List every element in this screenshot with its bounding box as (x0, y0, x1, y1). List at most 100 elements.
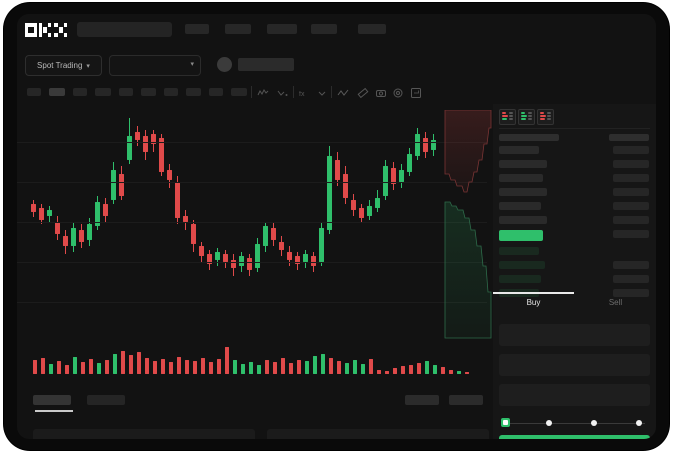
orderbook-ask-row[interactable] (499, 174, 543, 182)
chart-gridline (17, 142, 487, 143)
nav-item-4[interactable] (311, 24, 337, 34)
line-chart-icon[interactable] (337, 86, 349, 98)
slider-handle[interactable] (501, 418, 510, 427)
volume-bar (193, 361, 197, 374)
volume-bar (185, 360, 189, 374)
volume-bar (57, 361, 61, 374)
coin-avatar (217, 57, 232, 72)
volume-bar (377, 370, 381, 374)
timeframe-6[interactable] (141, 88, 156, 96)
timeframe-3[interactable] (73, 88, 87, 96)
amount-percentage-slider[interactable] (501, 418, 648, 428)
volume-bar (393, 368, 397, 374)
nav-item-5[interactable] (358, 24, 386, 34)
volume-bar (289, 363, 293, 374)
nav-item-1[interactable] (185, 24, 209, 34)
nav-item-3[interactable] (267, 24, 297, 34)
market-type-label: Spot Trading (37, 61, 83, 70)
orderbook-view-bids[interactable] (518, 109, 535, 125)
timeframe-9[interactable] (209, 88, 223, 96)
indicator-icon[interactable] (257, 86, 269, 98)
volume-bar (273, 362, 277, 374)
volume-bar (177, 357, 181, 374)
nav-item-2[interactable] (225, 24, 251, 34)
volume-bar (361, 364, 365, 374)
volume-bar (329, 358, 333, 374)
ruler-icon[interactable] (357, 86, 369, 99)
slider-mark-75[interactable] (636, 419, 642, 426)
volume-bar (41, 358, 45, 374)
volume-bar (257, 365, 261, 374)
settings-gear-icon[interactable] (392, 86, 404, 98)
camera-icon[interactable] (375, 86, 387, 98)
submit-order-button[interactable] (499, 435, 650, 439)
orderbook-ask-row[interactable] (499, 202, 541, 210)
depth-chart-overlay (441, 110, 493, 342)
orderbook-view-asks[interactable] (537, 109, 554, 125)
chevron-down-icon[interactable] (316, 86, 328, 98)
depth-sell-area (444, 110, 492, 193)
volume-bar (169, 362, 173, 374)
bottom-tab-orders[interactable] (33, 395, 71, 405)
volume-bar (321, 354, 325, 374)
volume-bar (441, 367, 445, 374)
search-input[interactable] (77, 22, 172, 37)
orderbook-size-cell (613, 289, 649, 297)
bottom-tab-positions[interactable] (87, 395, 125, 405)
bottom-panel-right[interactable] (267, 429, 489, 439)
bottom-action-1[interactable] (405, 395, 439, 405)
orderbook-bid-row[interactable] (499, 247, 539, 255)
volume-bar (297, 360, 301, 374)
volume-chart (17, 336, 487, 384)
trading-pair-select[interactable]: ▾ (109, 55, 201, 76)
bottom-action-2[interactable] (449, 395, 483, 405)
app-screen: Spot Trading ▾ ▾ (17, 14, 656, 439)
tab-buy[interactable]: Buy (526, 298, 541, 307)
timeframe-2[interactable] (49, 88, 65, 96)
market-type-selector[interactable]: Spot Trading ▾ (25, 55, 102, 76)
chart-toolbar: fx (17, 82, 656, 104)
volume-bar (121, 351, 125, 374)
order-amount-field[interactable] (499, 354, 650, 376)
bottom-tab-bar (17, 389, 487, 417)
orderbook-view-both[interactable] (499, 109, 516, 125)
orderbook-ask-row[interactable] (499, 160, 547, 168)
orderbook-ask-row[interactable] (499, 188, 547, 196)
timeframe-8[interactable] (186, 88, 201, 96)
timeframe-1[interactable] (27, 88, 41, 96)
timeframe-7[interactable] (164, 88, 178, 96)
orderbook-header-price (499, 134, 559, 141)
orderbook-ask-row[interactable] (499, 146, 539, 154)
drawing-tools-icon[interactable]: fx (298, 86, 310, 98)
orderbook-size-cell (613, 202, 649, 210)
fullscreen-icon[interactable] (410, 86, 422, 98)
order-price-field[interactable] (499, 324, 650, 346)
volume-bar (65, 365, 69, 374)
price-chart[interactable] (17, 104, 487, 334)
volume-bar (433, 365, 437, 374)
order-total-field[interactable] (499, 384, 650, 406)
volume-bar (305, 361, 309, 374)
tab-sell[interactable]: Sell (608, 298, 623, 307)
orderbook-bid-row[interactable] (499, 275, 541, 283)
orderbook-size-cell (613, 174, 649, 182)
timeframe-5[interactable] (119, 88, 133, 96)
volume-bar (33, 360, 37, 374)
volume-bar (137, 352, 141, 374)
timeframe-10[interactable] (231, 88, 247, 96)
volume-bar (465, 372, 469, 374)
toolbar-divider (251, 86, 252, 98)
orderbook-bid-row[interactable] (499, 261, 545, 269)
orderbook-ask-row[interactable] (499, 216, 547, 224)
compare-icon[interactable] (277, 86, 289, 98)
okx-logo[interactable] (25, 23, 67, 37)
bottom-panel-left[interactable] (33, 429, 255, 439)
volume-bar (73, 357, 77, 374)
slider-mark-25[interactable] (546, 419, 552, 426)
chart-gridline (17, 302, 487, 303)
timeframe-4[interactable] (95, 88, 111, 96)
volume-bar (49, 364, 53, 374)
slider-mark-50[interactable] (591, 419, 597, 426)
last-price-value (238, 58, 294, 71)
